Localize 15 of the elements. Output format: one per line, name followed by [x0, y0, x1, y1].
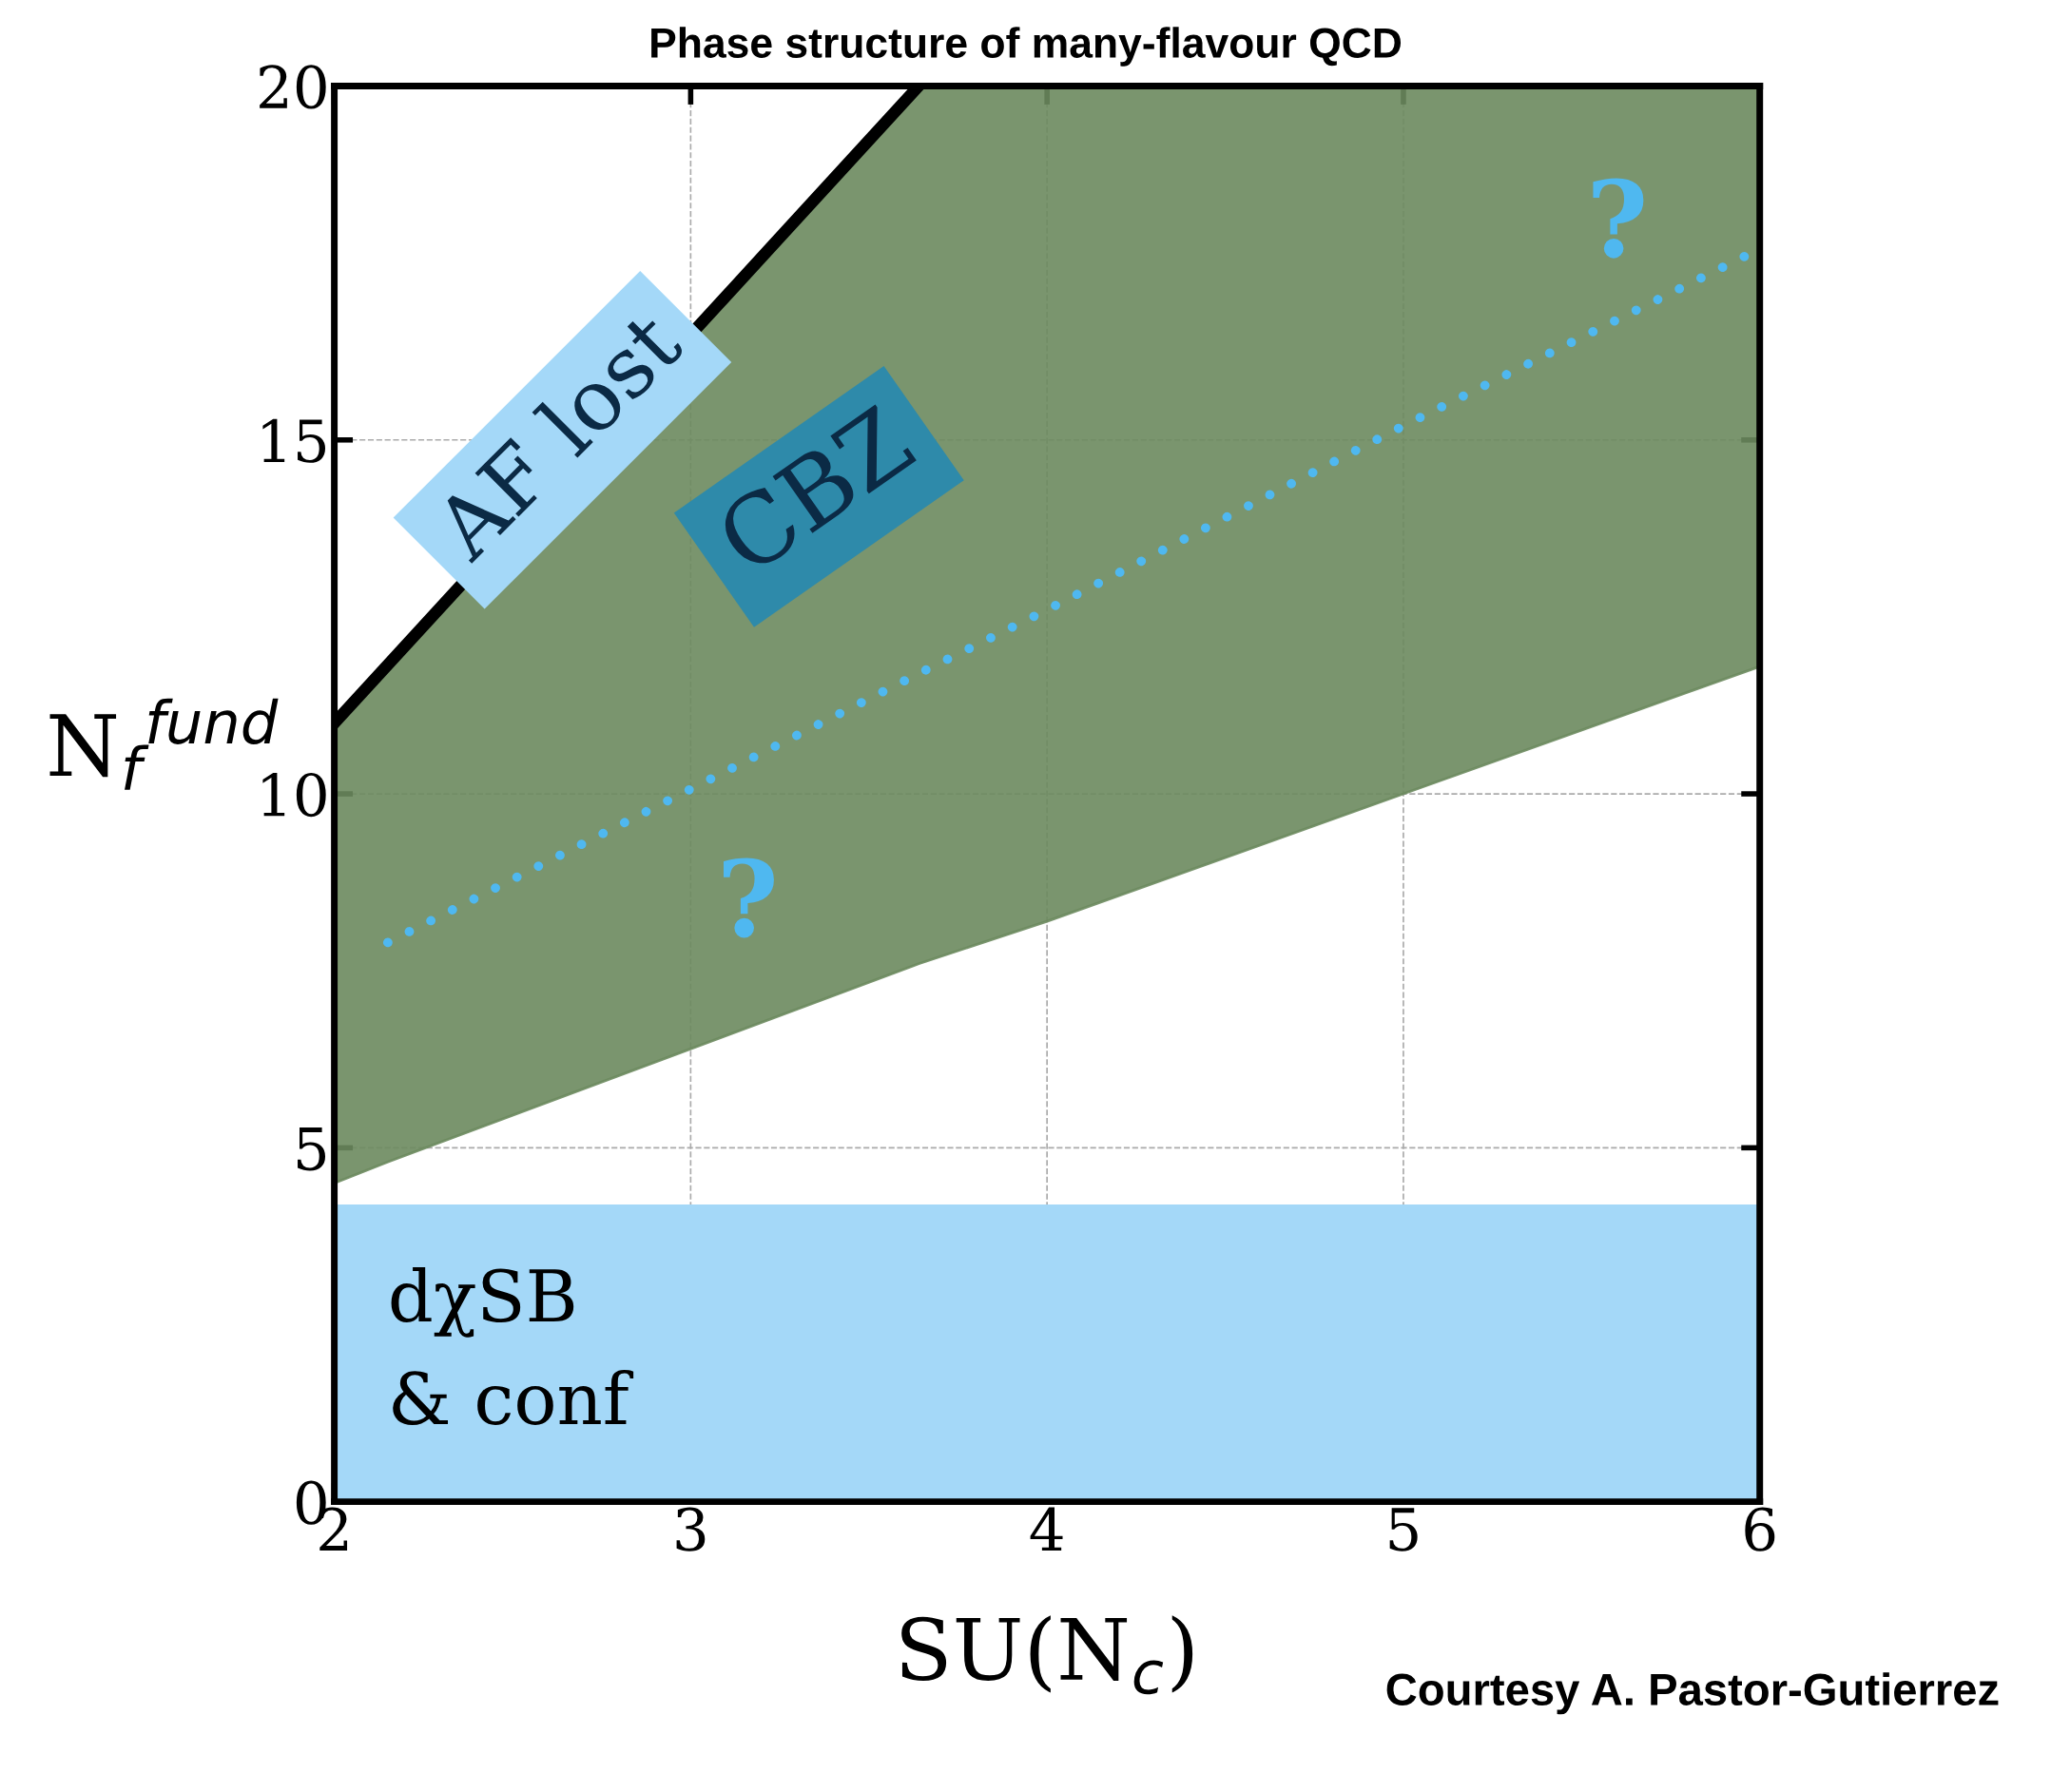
chart-title: Phase structure of many-flavour QCD — [651, 27, 1402, 67]
annotation: ? — [1593, 178, 1644, 259]
x-axis-title: SU(N$_{c}$) — [901, 1615, 1193, 1695]
x-tick-label: 5 — [1389, 1508, 1418, 1551]
annotation: CBZ — [712, 402, 918, 576]
annotation: ? — [724, 857, 774, 938]
band-label: dχSB & conf — [391, 1267, 634, 1425]
x-tick-label: 3 — [676, 1507, 706, 1551]
y-tick-label: 20 — [260, 65, 326, 109]
x-tick-label: 4 — [1030, 1507, 1063, 1551]
y-tick-label: 15 — [262, 418, 326, 463]
x-tick-label: 6 — [1745, 1507, 1775, 1551]
text: Courtesy A. Pastor-Gutierrez — [1386, 1672, 1999, 1715]
y-tick-label: 5 — [298, 1127, 326, 1171]
annotation: AF lost — [426, 304, 687, 565]
